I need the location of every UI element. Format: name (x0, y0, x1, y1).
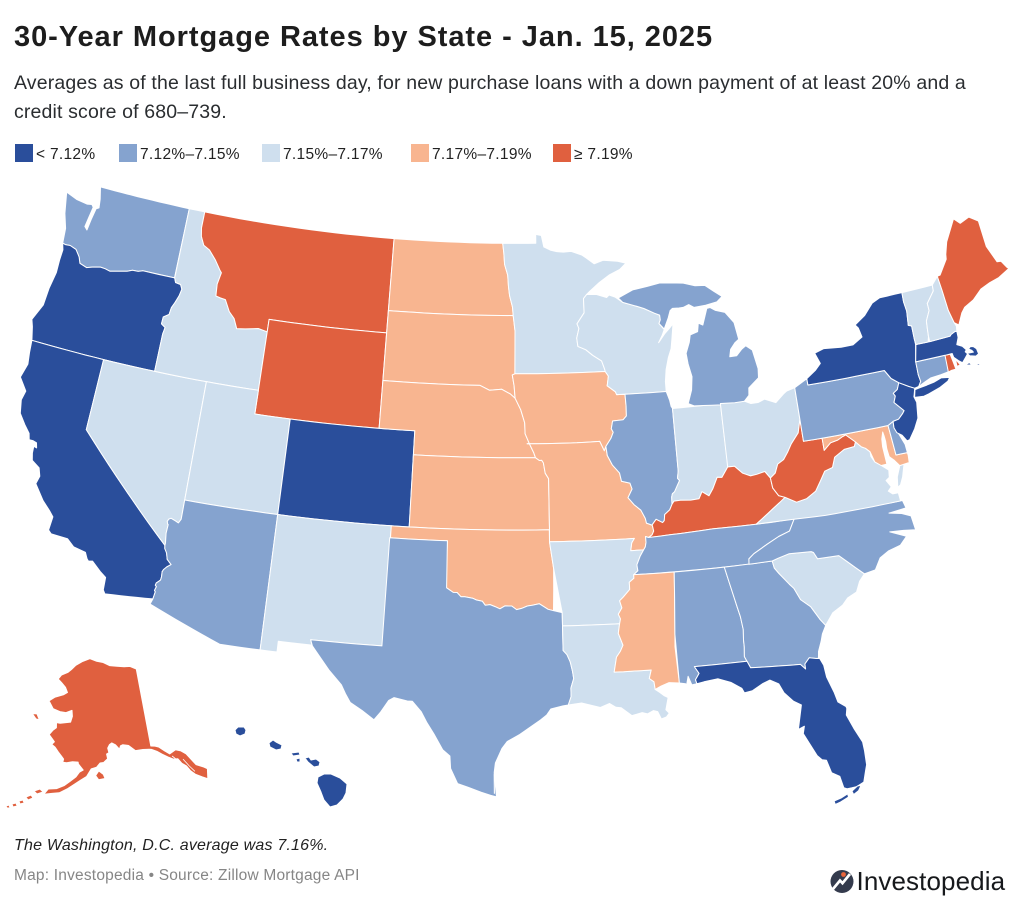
svg-text:Investopedia: Investopedia (857, 869, 1006, 896)
